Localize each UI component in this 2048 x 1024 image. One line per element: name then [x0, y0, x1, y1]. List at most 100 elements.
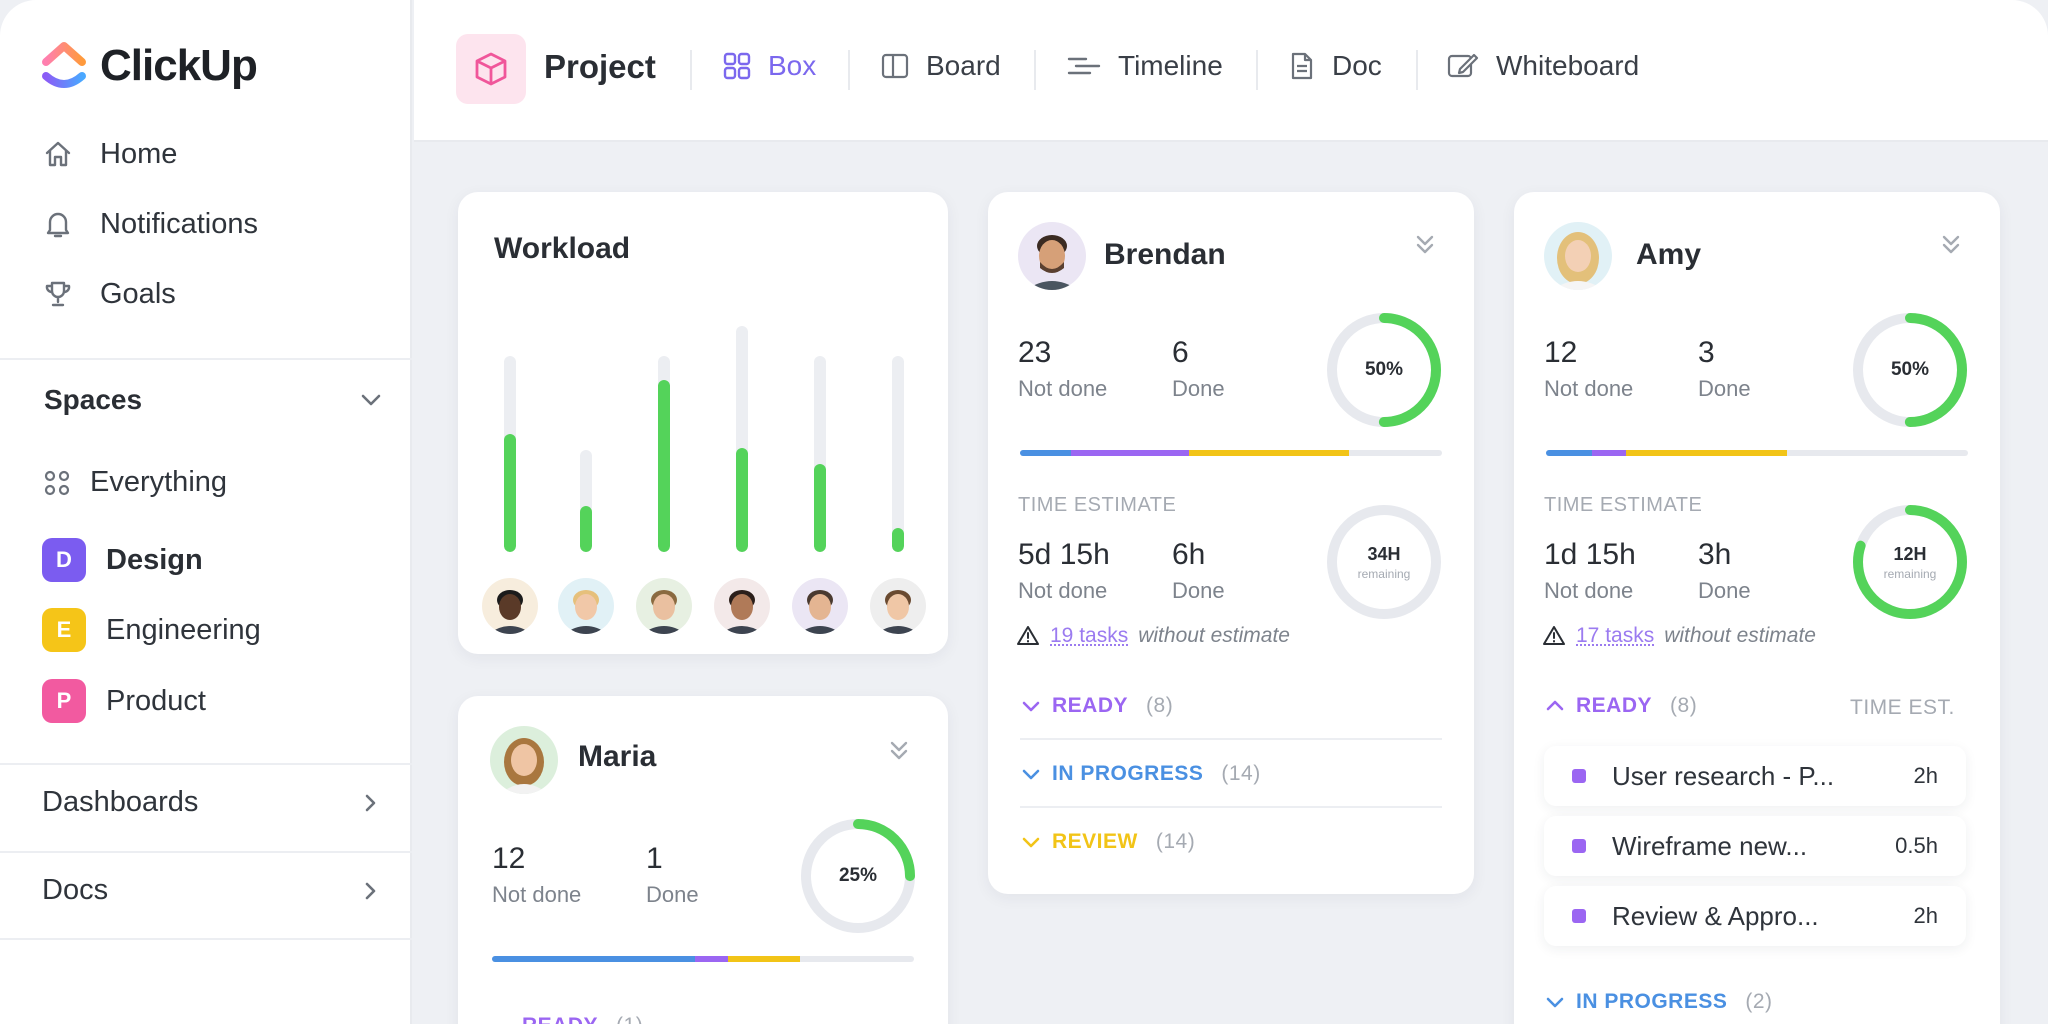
space-product[interactable]: P Product — [42, 679, 206, 723]
tab-doc[interactable]: Doc — [1288, 50, 1382, 82]
status-divider — [1020, 806, 1442, 808]
avatar[interactable] — [1544, 222, 1612, 290]
collapse-icon[interactable] — [1412, 232, 1438, 258]
avatar[interactable] — [558, 578, 614, 634]
status-count: (14) — [1155, 830, 1196, 853]
avatar[interactable] — [482, 578, 538, 634]
tab-box[interactable]: Box — [722, 50, 816, 82]
task-name: User research - P... — [1612, 760, 1835, 791]
space-badge: E — [42, 608, 86, 652]
nav-home-label: Home — [100, 137, 178, 170]
progress-percent: 50% — [1890, 359, 1930, 380]
nav-goals[interactable]: Goals — [40, 276, 176, 312]
sidebar-divider — [0, 851, 412, 853]
tab-label: Doc — [1332, 50, 1382, 81]
status-ready[interactable]: READY (8) — [1020, 694, 1173, 718]
warning-text: without estimate — [1138, 624, 1290, 647]
status-ready[interactable]: READY (1) — [522, 1014, 643, 1024]
workload-bar — [580, 450, 592, 552]
tasks-link[interactable]: 17 tasks — [1576, 624, 1655, 647]
status-divider — [1020, 738, 1442, 740]
collapse-icon[interactable] — [886, 738, 912, 764]
maria-card: Maria 12 Not done 1 Done 25% READY (1) — [458, 696, 948, 1024]
not-done-count: 23 — [1018, 336, 1052, 369]
remaining-ring: 34H remaining — [1324, 502, 1444, 622]
remaining-value: 12H — [1893, 543, 1927, 564]
time-est-column-header: TIME EST. — [1850, 696, 1955, 719]
home-icon — [40, 136, 76, 172]
warning-icon — [1543, 626, 1565, 645]
avatar[interactable] — [714, 578, 770, 634]
tab-separator — [1256, 50, 1258, 90]
avatar[interactable] — [636, 578, 692, 634]
done-count: 1 — [646, 842, 663, 875]
task-status-square — [1572, 769, 1586, 783]
avatar[interactable] — [1018, 222, 1086, 290]
done-count: 3 — [1698, 336, 1715, 369]
done-label: Done — [646, 882, 699, 907]
nav-notifications[interactable]: Notifications — [40, 206, 258, 242]
progress-percent: 25% — [838, 865, 878, 886]
space-badge: D — [42, 538, 86, 582]
tasks-link[interactable]: 19 tasks — [1050, 624, 1129, 647]
status-label: READY — [1576, 694, 1653, 717]
not-done-count: 12 — [1544, 336, 1578, 369]
not-done-label: Not done — [492, 882, 582, 907]
sidebar-divider — [0, 358, 412, 360]
status-in-progress[interactable]: IN PROGRESS (2) — [1544, 990, 1773, 1014]
chevron-down-icon — [1022, 701, 1040, 712]
timeline-icon — [1067, 57, 1101, 75]
collapse-icon[interactable] — [1938, 232, 1964, 258]
tab-timeline[interactable]: Timeline — [1066, 50, 1223, 82]
spaces-header[interactable]: Spaces — [44, 384, 384, 416]
chevron-down-icon[interactable] — [358, 387, 384, 413]
person-name: Brendan — [1104, 238, 1226, 271]
trophy-icon — [40, 276, 76, 312]
workload-bar — [892, 356, 904, 552]
space-label: Engineering — [106, 613, 261, 646]
dashboards-link[interactable]: Dashboards — [42, 786, 382, 819]
status-count: (8) — [1146, 694, 1174, 717]
task-row[interactable]: Wireframe new... 0.5h — [1544, 816, 1966, 876]
avatar[interactable] — [792, 578, 848, 634]
docs-link[interactable]: Docs — [42, 874, 382, 907]
dashboards-label: Dashboards — [42, 786, 199, 818]
sidebar-divider — [0, 763, 412, 765]
nav-home[interactable]: Home — [40, 136, 177, 172]
clickup-logo[interactable]: ClickUp — [40, 40, 258, 92]
task-row[interactable]: User research - P... 2h — [1544, 746, 1966, 806]
person-name: Maria — [578, 740, 657, 773]
project-icon — [456, 34, 526, 104]
space-everything[interactable]: Everything — [42, 466, 227, 499]
tab-whiteboard[interactable]: Whiteboard — [1446, 50, 1639, 82]
status-label: IN PROGRESS — [1052, 762, 1204, 785]
grid-icon — [723, 52, 751, 80]
avatar[interactable] — [490, 726, 558, 794]
remaining-value: 34H — [1367, 543, 1401, 564]
status-count: (2) — [1745, 990, 1773, 1013]
tab-board[interactable]: Board — [880, 50, 1001, 82]
task-row[interactable]: Review & Appro... 2h — [1544, 886, 1966, 946]
amy-card: Amy 12 Not done 3 Done 50% TIME ESTIMATE… — [1514, 192, 2000, 1024]
status-review[interactable]: REVIEW (14) — [1020, 830, 1195, 854]
task-status-square — [1572, 909, 1586, 923]
space-engineering[interactable]: E Engineering — [42, 608, 261, 652]
status-in-progress[interactable]: IN PROGRESS (14) — [1020, 762, 1261, 786]
task-estimate: 0.5h — [1895, 833, 1938, 858]
avatar[interactable] — [870, 578, 926, 634]
status-ready[interactable]: READY (8) — [1544, 694, 1697, 718]
workload-title: Workload — [494, 232, 631, 265]
space-design[interactable]: D Design — [42, 538, 203, 582]
done-label: Done — [1172, 376, 1225, 401]
sidebar-divider — [0, 938, 412, 940]
remaining-label: remaining — [1357, 566, 1411, 581]
tab-separator — [1416, 50, 1418, 90]
tab-label: Timeline — [1118, 50, 1223, 81]
board-icon — [881, 53, 909, 79]
done-count: 6 — [1172, 336, 1189, 369]
status-count: (8) — [1670, 694, 1698, 717]
not-done-label: Not done — [1018, 578, 1108, 603]
workload-bar — [814, 356, 826, 552]
progress-ring: 50% — [1324, 310, 1444, 430]
warning-text: without estimate — [1664, 624, 1816, 647]
